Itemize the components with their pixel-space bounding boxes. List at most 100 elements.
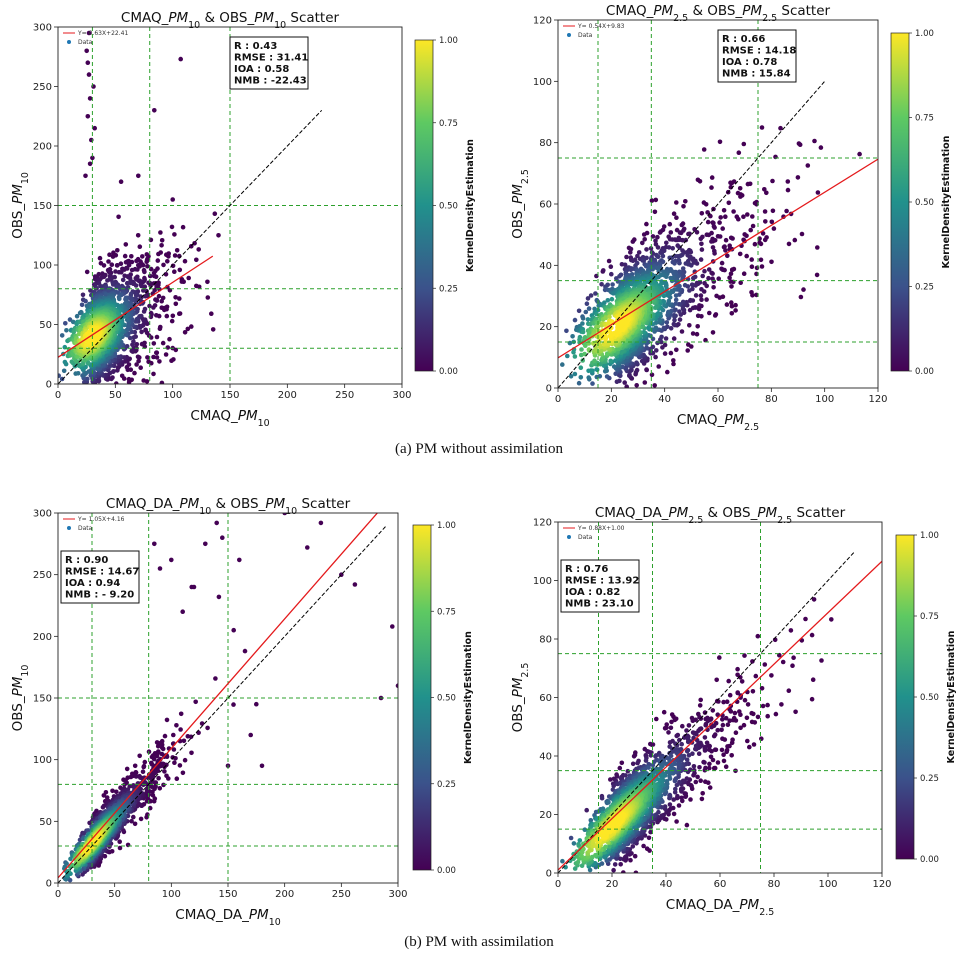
data-point bbox=[154, 355, 160, 360]
data-point bbox=[169, 557, 174, 563]
data-point bbox=[156, 740, 161, 746]
data-point bbox=[673, 293, 679, 298]
data-point bbox=[752, 200, 758, 206]
data-point bbox=[182, 258, 188, 264]
data-point bbox=[608, 358, 613, 364]
data-point bbox=[785, 179, 791, 184]
data-point bbox=[699, 211, 705, 216]
data-point bbox=[178, 56, 183, 62]
data-point bbox=[131, 814, 136, 820]
data-point bbox=[603, 315, 608, 321]
data-point bbox=[729, 311, 735, 316]
data-point bbox=[672, 317, 677, 323]
data-point bbox=[124, 766, 130, 772]
data-point bbox=[607, 314, 612, 320]
data-point bbox=[728, 279, 733, 284]
data-point bbox=[58, 373, 61, 378]
data-point bbox=[129, 259, 135, 265]
data-point bbox=[115, 248, 120, 253]
data-point bbox=[634, 383, 639, 388]
data-point bbox=[139, 341, 145, 347]
data-point bbox=[101, 793, 107, 798]
data-point bbox=[129, 267, 135, 273]
data-point bbox=[169, 318, 175, 324]
data-point bbox=[671, 313, 677, 318]
data-point bbox=[133, 770, 139, 775]
data-point bbox=[709, 270, 714, 276]
data-point bbox=[650, 234, 656, 239]
y-tick-label: 120 bbox=[533, 16, 552, 27]
data-point bbox=[738, 194, 743, 199]
data-point bbox=[704, 232, 710, 237]
data-point bbox=[622, 380, 627, 385]
data-point bbox=[608, 264, 614, 270]
data-point bbox=[750, 214, 755, 219]
data-point bbox=[818, 145, 824, 150]
data-point bbox=[728, 235, 734, 241]
data-point bbox=[216, 233, 221, 238]
data-point bbox=[609, 325, 614, 331]
data-point bbox=[89, 137, 94, 143]
data-point bbox=[664, 320, 670, 325]
data-point bbox=[205, 725, 210, 731]
data-point bbox=[137, 244, 143, 249]
data-point bbox=[588, 293, 594, 298]
data-point bbox=[69, 359, 75, 365]
data-point bbox=[664, 240, 669, 246]
data-point bbox=[663, 283, 669, 289]
data-point bbox=[599, 282, 604, 287]
data-point bbox=[762, 187, 767, 192]
data-point bbox=[657, 230, 663, 235]
data-point bbox=[660, 259, 666, 265]
data-point bbox=[703, 202, 709, 207]
data-point bbox=[660, 345, 665, 350]
data-point bbox=[754, 265, 760, 271]
data-point bbox=[151, 371, 156, 377]
data-point bbox=[744, 253, 749, 259]
data-point bbox=[687, 288, 692, 293]
data-point bbox=[648, 246, 654, 251]
data-point bbox=[142, 759, 148, 765]
data-point bbox=[857, 151, 862, 157]
data-point bbox=[170, 263, 176, 269]
regression-line bbox=[58, 255, 214, 358]
x-tick-label: 300 bbox=[392, 390, 411, 401]
data-point bbox=[677, 269, 682, 275]
y-tick-label: 100 bbox=[33, 261, 52, 272]
data-point bbox=[614, 379, 620, 385]
data-point bbox=[560, 362, 565, 367]
data-point bbox=[712, 313, 718, 318]
data-point bbox=[140, 254, 145, 259]
data-point bbox=[592, 358, 597, 364]
data-point bbox=[710, 330, 716, 335]
data-point bbox=[759, 125, 765, 130]
legend-line-label: Y= 0.54X+9.83 bbox=[577, 23, 625, 30]
data-point bbox=[721, 244, 727, 250]
data-point bbox=[741, 214, 746, 219]
data-point bbox=[605, 298, 611, 303]
data-point bbox=[205, 279, 210, 285]
data-point bbox=[154, 334, 160, 340]
x-tick-label: 50 bbox=[109, 390, 122, 401]
data-point bbox=[712, 225, 717, 230]
data-point bbox=[177, 267, 183, 273]
data-point bbox=[661, 293, 667, 299]
data-point bbox=[655, 234, 660, 240]
x-tick-label: 40 bbox=[658, 394, 671, 405]
data-point bbox=[134, 277, 139, 282]
data-point bbox=[572, 354, 578, 359]
data-point bbox=[119, 373, 125, 379]
data-point bbox=[702, 268, 707, 274]
data-point bbox=[67, 317, 73, 322]
data-point bbox=[736, 216, 741, 222]
data-point bbox=[110, 254, 116, 259]
data-point bbox=[688, 249, 694, 255]
data-point bbox=[159, 238, 165, 243]
data-point bbox=[169, 358, 174, 364]
x-tick-label: 100 bbox=[163, 390, 182, 401]
data-point bbox=[741, 271, 747, 277]
data-point bbox=[641, 258, 647, 263]
data-point bbox=[656, 364, 661, 369]
data-point bbox=[118, 261, 124, 267]
